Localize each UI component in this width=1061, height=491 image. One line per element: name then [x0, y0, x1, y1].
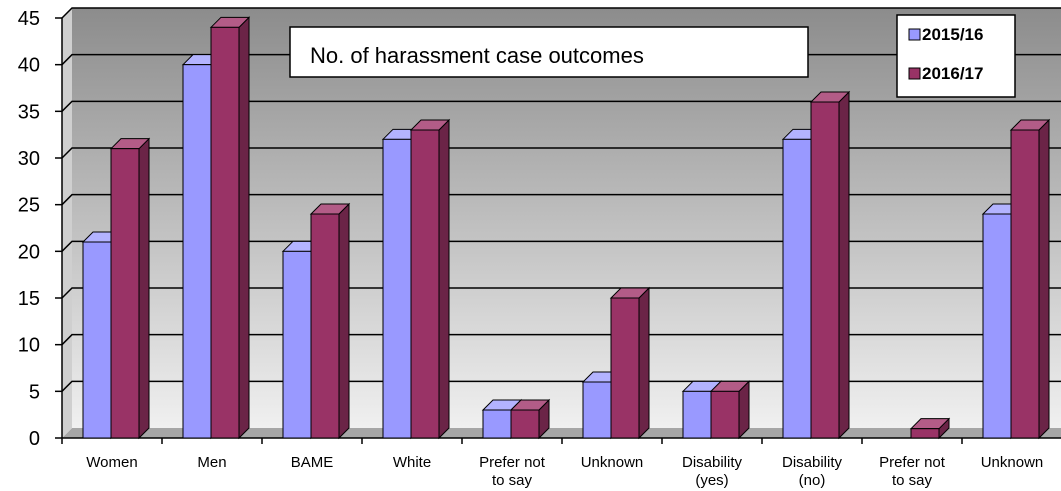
bar-side — [138, 137, 150, 440]
chart-title: No. of harassment case outcomes — [310, 43, 644, 68]
x-tick-label: to say — [892, 472, 933, 489]
bar — [309, 202, 351, 440]
bar — [809, 90, 851, 440]
gridline — [61, 147, 1061, 159]
y-tick-label: 15 — [18, 288, 40, 310]
plot-side-wall — [62, 8, 72, 438]
y-tick-label: 30 — [18, 148, 40, 170]
bar-side — [438, 118, 450, 440]
legend-swatch — [908, 67, 921, 80]
bar — [409, 118, 451, 440]
legend-label: 2015/16 — [922, 25, 983, 44]
bar — [609, 286, 651, 440]
x-tick-label: Disability — [682, 454, 743, 471]
x-tick-label: to say — [492, 472, 533, 489]
bar — [709, 380, 751, 440]
y-axis: 0 5 10 15 20 25 30 35 40 45 — [18, 8, 63, 450]
bar-front — [982, 213, 1012, 439]
x-tick-label: Prefer not — [479, 454, 546, 471]
y-tick-label: 45 — [18, 8, 40, 30]
bar-front — [510, 409, 540, 439]
legend-swatch — [908, 28, 921, 41]
y-tick-label: 40 — [18, 55, 40, 77]
gridline — [61, 287, 1061, 299]
x-tick-label: Disability — [782, 454, 843, 471]
bar-front — [182, 64, 212, 439]
x-tick-label: Unknown — [581, 454, 644, 471]
bar-side — [338, 202, 350, 440]
bar — [1009, 118, 1051, 440]
bar-side — [638, 286, 650, 440]
bar-front — [910, 428, 940, 439]
y-tick-label: 10 — [18, 335, 40, 357]
bar-front — [782, 138, 812, 439]
bar — [909, 417, 951, 440]
bar-front — [110, 148, 140, 439]
gridlines — [61, 7, 1061, 392]
bars — [81, 16, 1051, 440]
bar-front — [1010, 129, 1040, 439]
x-tick-label: Prefer not — [879, 454, 946, 471]
bar-front — [210, 26, 240, 439]
gridline — [61, 333, 1061, 346]
bar-side — [1038, 118, 1050, 440]
gridline — [61, 240, 1061, 252]
bar — [509, 398, 551, 440]
legend-label: 2016/17 — [922, 64, 983, 83]
bar-front — [410, 129, 440, 439]
legend: 2015/16 2016/17 — [896, 14, 1016, 98]
bar — [109, 137, 151, 440]
x-tick-label: Unknown — [981, 454, 1044, 471]
gridline — [61, 193, 1061, 206]
x-tick-label: (yes) — [695, 472, 728, 489]
y-tick-label: 25 — [18, 195, 40, 217]
bar-side — [238, 16, 250, 440]
bar-front — [582, 381, 612, 439]
y-tick-label: 0 — [29, 428, 40, 450]
y-tick-label: 5 — [29, 381, 40, 403]
gridline — [61, 100, 1061, 112]
x-tick-label: BAME — [291, 454, 334, 471]
y-tick-label: 35 — [18, 101, 40, 123]
chart-title-box: No. of harassment case outcomes — [289, 26, 809, 78]
y-tick-label: 20 — [18, 241, 40, 263]
bar-front — [282, 250, 312, 439]
gridline — [61, 7, 1061, 19]
bar-front — [610, 297, 640, 439]
x-tick-label: (no) — [799, 472, 826, 489]
x-tick-label: Men — [197, 454, 226, 471]
bar-front — [710, 390, 740, 439]
bar-front — [82, 241, 112, 439]
bar-front — [310, 213, 340, 439]
bar-front — [810, 101, 840, 439]
bar-front — [382, 138, 412, 439]
bar-front — [682, 390, 712, 439]
bar-front — [482, 409, 512, 439]
x-tick-label: Women — [86, 454, 137, 471]
x-tick-label: White — [393, 454, 431, 471]
bar — [209, 16, 251, 440]
bar-side — [838, 90, 850, 440]
